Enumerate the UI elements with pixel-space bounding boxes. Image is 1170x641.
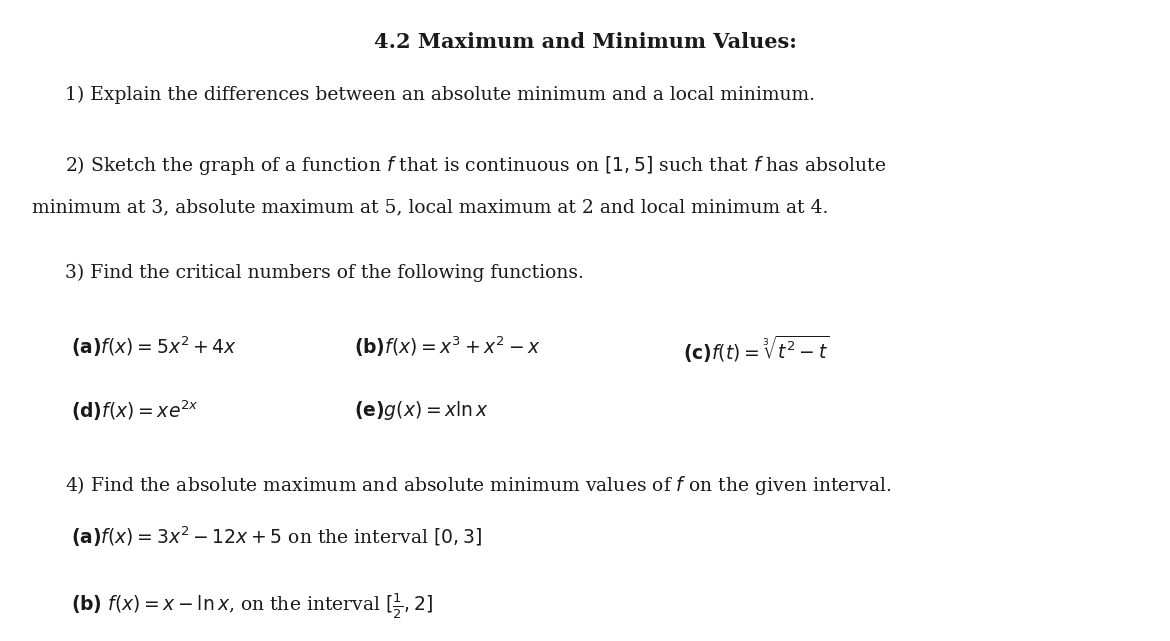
- Text: $\mathbf{(d)}$$f(x) = xe^{2x}$: $\mathbf{(d)}$$f(x) = xe^{2x}$: [70, 399, 198, 424]
- Text: $\mathbf{(a)}$$f(x) = 5x^2 + 4x$: $\mathbf{(a)}$$f(x) = 5x^2 + 4x$: [70, 335, 236, 359]
- Text: $\mathbf{(a)}$$f(x) = 3x^2 - 12x + 5$ on the interval $[0, 3]$: $\mathbf{(a)}$$f(x) = 3x^2 - 12x + 5$ on…: [70, 524, 481, 549]
- Text: $\mathbf{(b)}$ $f(x) = x - \ln x$, on the interval $[\frac{1}{2}, 2]$: $\mathbf{(b)}$ $f(x) = x - \ln x$, on th…: [70, 592, 433, 621]
- Text: 3) Find the critical numbers of the following functions.: 3) Find the critical numbers of the foll…: [64, 264, 584, 282]
- Text: 2) Sketch the graph of a function $f$ that is continuous on $[1,5]$ such that $f: 2) Sketch the graph of a function $f$ th…: [64, 154, 886, 178]
- Text: $\mathbf{(b)}$$f(x) = x^3 + x^2 - x$: $\mathbf{(b)}$$f(x) = x^3 + x^2 - x$: [353, 335, 541, 359]
- Text: $\mathbf{(c)}$$f(t) = \sqrt[3]{t^2 - t}$: $\mathbf{(c)}$$f(t) = \sqrt[3]{t^2 - t}$: [683, 335, 830, 365]
- Text: $\mathbf{(e)}$$g(x) = x\ln x$: $\mathbf{(e)}$$g(x) = x\ln x$: [353, 399, 489, 422]
- Text: 4) Find the absolute maximum and absolute minimum values of $f$ on the given int: 4) Find the absolute maximum and absolut…: [64, 474, 892, 497]
- Text: 1) Explain the differences between an absolute minimum and a local minimum.: 1) Explain the differences between an ab…: [64, 85, 814, 104]
- Text: minimum at 3, absolute maximum at 5, local maximum at 2 and local minimum at 4.: minimum at 3, absolute maximum at 5, loc…: [33, 198, 828, 216]
- Text: 4.2 Maximum and Minimum Values:: 4.2 Maximum and Minimum Values:: [373, 32, 797, 52]
